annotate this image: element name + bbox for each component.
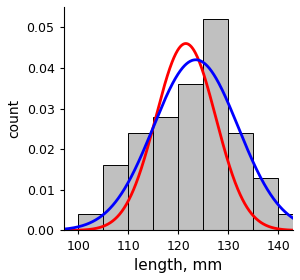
Bar: [203, 19, 228, 230]
Bar: [153, 117, 178, 230]
Bar: [253, 178, 278, 230]
Bar: [79, 214, 104, 230]
Bar: [128, 133, 153, 230]
Bar: [103, 165, 128, 230]
X-axis label: length, mm: length, mm: [134, 258, 222, 273]
Y-axis label: count: count: [7, 99, 21, 138]
Bar: [278, 214, 300, 230]
Bar: [228, 133, 253, 230]
Bar: [178, 84, 203, 230]
